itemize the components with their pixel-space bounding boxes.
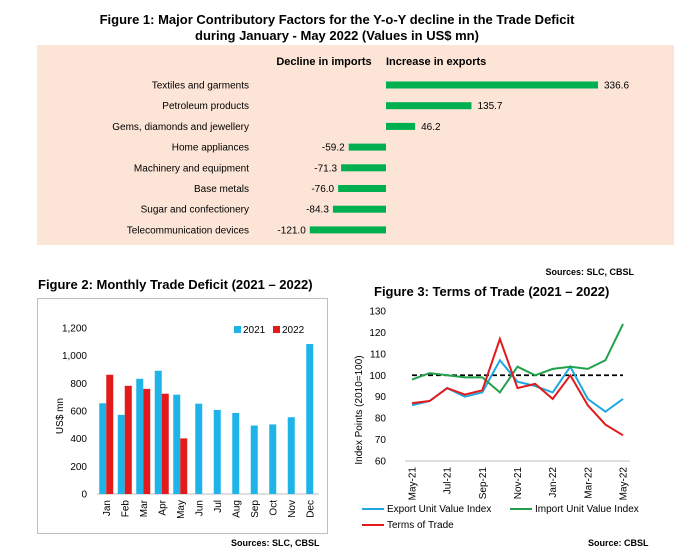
fig1-title-line2: during January - May 2022 (Values in US$… [195,28,479,43]
fig3-line-import [411,323,624,394]
fig1-bar-textiles-and-garments [386,81,598,89]
fig2-bar-2021-jul [213,409,221,494]
fig1-value-label: -121.0 [277,225,306,236]
fig2-chart: 0 200 400 600 800 1,000 1,200 Jan Feb Mar Apr May Ju… [37,298,328,534]
fig3-xtick-label: Jan-22 [548,467,559,498]
fig3-ytick-label: 90 [375,392,387,403]
fig2-ytick-label: 800 [70,379,87,390]
fig1-category-label: Machinery and equipment [134,163,249,174]
fig2-xtick-label: Jul [213,500,224,513]
fig1-category-label: Textiles and garments [152,81,249,92]
fig2-source: Sources: SLC, CBSL [231,538,320,548]
fig2-ytick-label: 1,000 [62,351,87,362]
fig1-category-label: Petroleum products [162,101,249,112]
fig1-category-label: Base metals [194,184,249,195]
fig2-bar-2021-jan [99,403,107,494]
fig2-xtick-label: Aug [231,500,242,518]
legend-2021-label: 2021 [243,325,266,336]
fig2-ylabel: US$ mn [55,398,66,434]
fig3-ytick-label: 70 [375,435,387,446]
fig1-header-right: Increase in exports [386,56,486,68]
fig1-bar-base-metals [338,185,386,192]
fig3-ytick-label: 80 [375,414,387,425]
fig1-category-label: Gems, diamonds and jewellery [112,122,249,133]
fig1-value-label: 135.7 [477,101,502,112]
fig1-bar-sugar-and-confectionery [332,205,386,213]
fig2-bar-2022-may [180,438,188,494]
fig2-ytick-label: 400 [70,434,87,445]
fig2-bar-2022-jan [106,374,114,494]
fig1-category-label: Sugar and confectionery [141,205,249,216]
fig2-title: Figure 2: Monthly Trade Deficit (2021 – … [38,277,313,292]
legend-import-label: Import Unit Value Index [535,504,639,515]
fig2-bar-2021-dec [306,344,314,494]
fig3-source: Source: CBSL [588,538,649,548]
fig1-bar-gems-diamonds-and-jewellery [386,122,416,130]
fig2-bar-2021-sep [250,425,258,494]
fig3-title: Figure 3: Terms of Trade (2021 – 2022) [374,284,610,299]
fig3-chart: 60 70 80 90 100 110 120 130 May-21 Jul-21 Sep-21 No… [354,307,639,532]
legend-2022-swatch [273,326,280,333]
fig2-xtick-label: Nov [287,500,298,518]
fig1-title: Figure 1: Major Contributory Factors for… [0,12,674,44]
fig2-bar-2021-apr [154,370,162,494]
fig1-bar-home-appliances [348,143,386,151]
fig1-category-label: Telecommunication devices [127,225,249,236]
fig3-xtick-label: Jul-21 [443,467,454,495]
fig2-ytick-label: 600 [70,407,87,418]
fig1-value-label: -71.3 [314,163,337,174]
legend-export-label: Export Unit Value Index [387,504,491,515]
fig1-value-label: 46.2 [421,122,441,133]
fig2-bar-2021-mar [136,378,144,494]
fig2-bar-2021-may [173,394,181,494]
legend-2021-swatch [234,326,241,333]
fig1-value-label: -76.0 [311,184,334,195]
fig2-ytick-label: 0 [81,490,87,501]
fig3-ytick-label: 100 [369,371,386,382]
fig2-xtick-label: Mar [139,499,150,517]
fig3-ytick-label: 120 [369,328,386,339]
fig2-bar-2021-oct [269,424,277,494]
fig2-bar-2021-aug [232,412,240,494]
fig2-xtick-label: Dec [305,500,316,518]
fig2-xtick-label: Jan [102,500,113,516]
fig2-ytick-label: 1,200 [62,324,87,335]
fig2-bar-2021-feb [117,414,125,494]
fig3-xtick-label: Sep-21 [478,467,489,500]
fig2-xtick-label: Jun [194,500,205,516]
fig2-ytick-label: 200 [70,462,87,473]
fig2-bar-2022-apr [161,393,169,494]
fig1-source: Sources: SLC, CBSL [545,267,634,277]
fig1-header-left: Decline in imports [276,56,371,68]
fig1-value-label: -84.3 [306,205,329,216]
fig2-xtick-label: May [176,500,187,519]
fig3-ylabel: Index Points (2010=100) [354,355,365,464]
fig1-chart: Decline in imports Increase in exports T… [37,45,674,245]
fig3-xtick-label: Nov-21 [513,467,524,500]
fig2-xtick-label: Sep [250,500,261,518]
fig2-bar-2022-mar [143,388,151,494]
fig1-category-label: Home appliances [172,143,249,154]
fig3-xtick-label: May-21 [408,467,419,501]
fig2-bar-2022-feb [124,385,132,494]
fig1-bar-machinery-and-equipment [341,164,386,172]
fig1-bar-telecommunication-devices [309,226,386,234]
fig3-line-terms-of-trade [411,335,624,437]
fig1-title-line1: Figure 1: Major Contributory Factors for… [99,12,575,27]
fig3-ytick-label: 130 [369,307,386,318]
fig3-xtick-label: May-22 [619,467,630,501]
fig3-ytick-label: 110 [370,349,386,360]
fig1-value-label: 336.6 [604,81,629,92]
fig2-xtick-label: Feb [120,500,131,518]
fig2-bar-2021-jun [195,403,203,494]
fig1-value-label: -59.2 [322,143,345,154]
legend-tot-label: Terms of Trade [387,520,454,531]
fig3-ytick-label: 60 [375,457,387,468]
fig2-xtick-label: Oct [268,500,279,516]
legend-2022-label: 2022 [282,325,305,336]
fig2-bar-2021-nov [287,417,295,494]
fig2-xtick-label: Apr [157,499,168,515]
fig1-bar-petroleum-products [386,102,472,110]
fig3-xtick-label: Mar-22 [583,467,594,499]
